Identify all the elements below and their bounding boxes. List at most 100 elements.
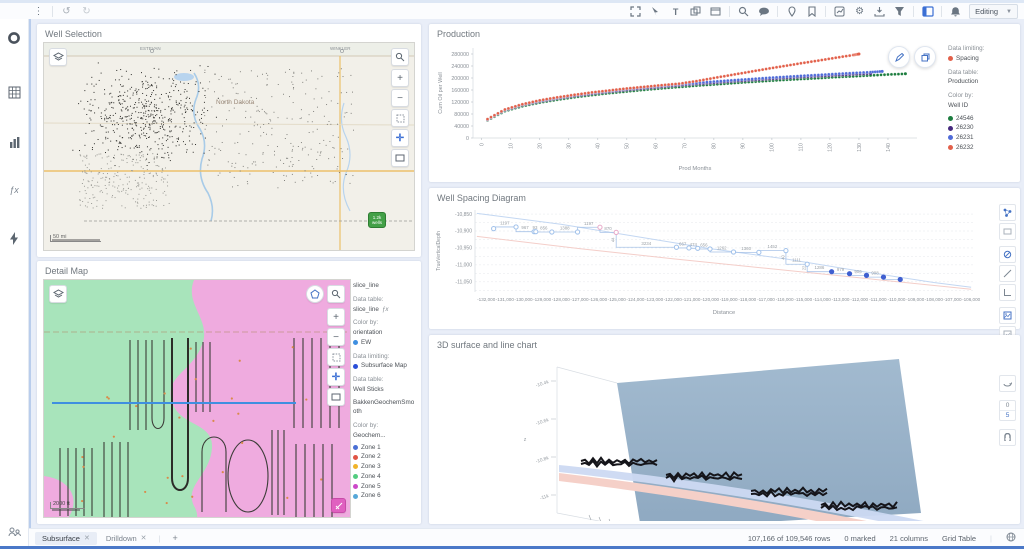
panels-toggle-icon[interactable] — [921, 5, 934, 18]
network-tool-icon[interactable] — [999, 204, 1016, 221]
duplicate-icon[interactable] — [689, 5, 702, 18]
pin-icon[interactable] — [785, 5, 798, 18]
data-source-icon[interactable] — [0, 25, 28, 51]
data-table-icon[interactable] — [0, 79, 28, 105]
mode-dropdown[interactable]: Editing ▼ — [969, 4, 1018, 19]
axes-tool-icon[interactable] — [999, 284, 1016, 301]
edit-visualization-button[interactable] — [888, 46, 910, 68]
svg-text:0: 0 — [480, 143, 486, 146]
legend-item[interactable]: Zone 2 — [353, 452, 417, 462]
svg-text:-110,000: -110,000 — [888, 297, 906, 302]
legend-heading: Color by: — [948, 91, 1014, 101]
legend-item[interactable]: EW — [353, 338, 417, 348]
map-polygon-select-button[interactable] — [306, 285, 324, 303]
legend-item[interactable]: Subsurface Map — [353, 361, 417, 371]
legend-item[interactable]: Zone 4 — [353, 472, 417, 482]
map-mini-tool-button[interactable] — [331, 498, 346, 513]
left-sidebar: ƒx — [0, 19, 29, 549]
well-spacing-chart[interactable]: -10,850-10,900-10,950-11,000-11,050-132,… — [433, 205, 991, 325]
legend-dot — [353, 494, 358, 499]
map-pan-button[interactable]: ✛ — [327, 368, 345, 386]
zoom-level-bottom[interactable]: 5 — [1000, 410, 1015, 420]
map-zoom-out-button[interactable]: − — [391, 89, 409, 107]
legend-item[interactable]: 24546 — [948, 114, 1014, 124]
legend-item[interactable]: 26231 — [948, 133, 1014, 143]
production-chart[interactable]: 0400008000012000016000020000024000028000… — [433, 40, 938, 176]
page-tab-subsurface[interactable]: Subsurface✕ — [35, 532, 97, 545]
undo-icon[interactable]: ↺ — [60, 5, 73, 18]
well-cluster-badge[interactable]: 1.2k wells — [368, 212, 386, 228]
notifications-bell-icon[interactable] — [949, 5, 962, 18]
svg-text:90: 90 — [741, 143, 747, 149]
svg-text:70: 70 — [683, 143, 689, 149]
menu-kebab-icon[interactable]: ⋮ — [32, 5, 45, 18]
data-canvas-icon[interactable] — [833, 5, 846, 18]
circle-tool-icon[interactable] — [999, 246, 1016, 263]
text-tool-icon[interactable]: T — [669, 5, 682, 18]
svg-text:-10.8k: -10.8k — [535, 455, 550, 465]
comments-icon[interactable] — [757, 5, 770, 18]
marked-count[interactable]: 0 marked — [844, 534, 875, 543]
map-canvas[interactable] — [44, 43, 414, 251]
maximize-visualization-button[interactable] — [914, 46, 936, 68]
detail-map[interactable]: + − ✛ 2000 ft — [43, 279, 351, 518]
legend-item[interactable]: Zone 5 — [353, 482, 417, 492]
fullscreen-icon[interactable] — [629, 5, 642, 18]
search-icon[interactable] — [737, 5, 750, 18]
map-canvas[interactable] — [44, 280, 350, 518]
view-mode[interactable]: Grid Table — [942, 534, 976, 543]
map-layers-button[interactable] — [49, 48, 67, 66]
page-tab-drilldown[interactable]: Drilldown✕ — [99, 532, 154, 545]
svg-text:z: z — [524, 437, 527, 443]
toolbar-divider — [729, 6, 730, 17]
map-pan-button[interactable]: ✛ — [391, 129, 409, 147]
map-search-button[interactable] — [391, 48, 409, 66]
map-marquee-button[interactable] — [327, 388, 345, 406]
redo-icon[interactable]: ↻ — [80, 5, 93, 18]
svg-text:80: 80 — [712, 143, 718, 149]
export-icon[interactable] — [873, 5, 886, 18]
line-tool-icon[interactable] — [999, 265, 1016, 282]
pointer-tool-icon[interactable] — [649, 5, 662, 18]
map-reset-view-button[interactable] — [391, 109, 409, 127]
snap-magnet-icon[interactable] — [999, 429, 1016, 446]
zoom-level-top[interactable]: 0 — [1000, 401, 1015, 410]
map-zoom-out-button[interactable]: − — [327, 328, 345, 346]
image-layer-active-icon[interactable] — [999, 307, 1016, 324]
map-search-button[interactable] — [327, 285, 345, 303]
globe-icon[interactable] — [1006, 532, 1016, 544]
toolbar-divider — [913, 6, 914, 17]
legend-item[interactable]: Zone 3 — [353, 462, 417, 472]
rotate-3d-icon[interactable] — [999, 375, 1016, 392]
add-page-button[interactable]: + — [166, 531, 185, 545]
new-window-icon[interactable] — [709, 5, 722, 18]
map-marquee-button[interactable] — [391, 149, 409, 167]
column-count[interactable]: 21 columns — [890, 534, 928, 543]
filter-icon[interactable] — [893, 5, 906, 18]
map-reset-view-button[interactable] — [327, 348, 345, 366]
legend-item[interactable]: Zone 6 — [353, 491, 417, 501]
map-zoom-in-button[interactable]: + — [327, 308, 345, 326]
production-legend: Data limiting: Spacing Data table: Produ… — [948, 44, 1014, 153]
close-tab-icon[interactable]: ✕ — [141, 534, 147, 542]
functions-icon[interactable]: ƒx — [0, 177, 28, 203]
collaboration-icon[interactable] — [0, 519, 28, 545]
well-selection-map[interactable]: ESTEVAN WINKLER North Dakota + − ✛ 1.2k … — [43, 42, 415, 251]
legend-item[interactable]: Zone 1 — [353, 443, 417, 453]
bookmark-icon[interactable] — [805, 5, 818, 18]
row-count[interactable]: 107,166 of 109,546 rows — [748, 534, 831, 543]
label-tool-icon[interactable] — [999, 223, 1016, 240]
close-tab-icon[interactable]: ✕ — [84, 534, 90, 542]
svg-text:40000: 40000 — [454, 124, 469, 130]
legend-item[interactable]: 26232 — [948, 143, 1014, 153]
settings-gear-icon[interactable]: ⚙ — [853, 5, 866, 18]
map-zoom-in-button[interactable]: + — [391, 69, 409, 87]
map-layers-button[interactable] — [49, 285, 67, 303]
legend-item[interactable]: 26230 — [948, 123, 1014, 133]
svg-text:130: 130 — [857, 143, 863, 152]
zoom-level-control[interactable]: 0 5 — [999, 400, 1016, 421]
legend-item[interactable]: Spacing — [948, 54, 1014, 64]
actions-icon[interactable] — [0, 225, 28, 251]
visualization-types-icon[interactable] — [0, 129, 28, 155]
surface-3d-plot[interactable]: -10.4k-10.6k-10.8k-11kz — [499, 353, 999, 521]
